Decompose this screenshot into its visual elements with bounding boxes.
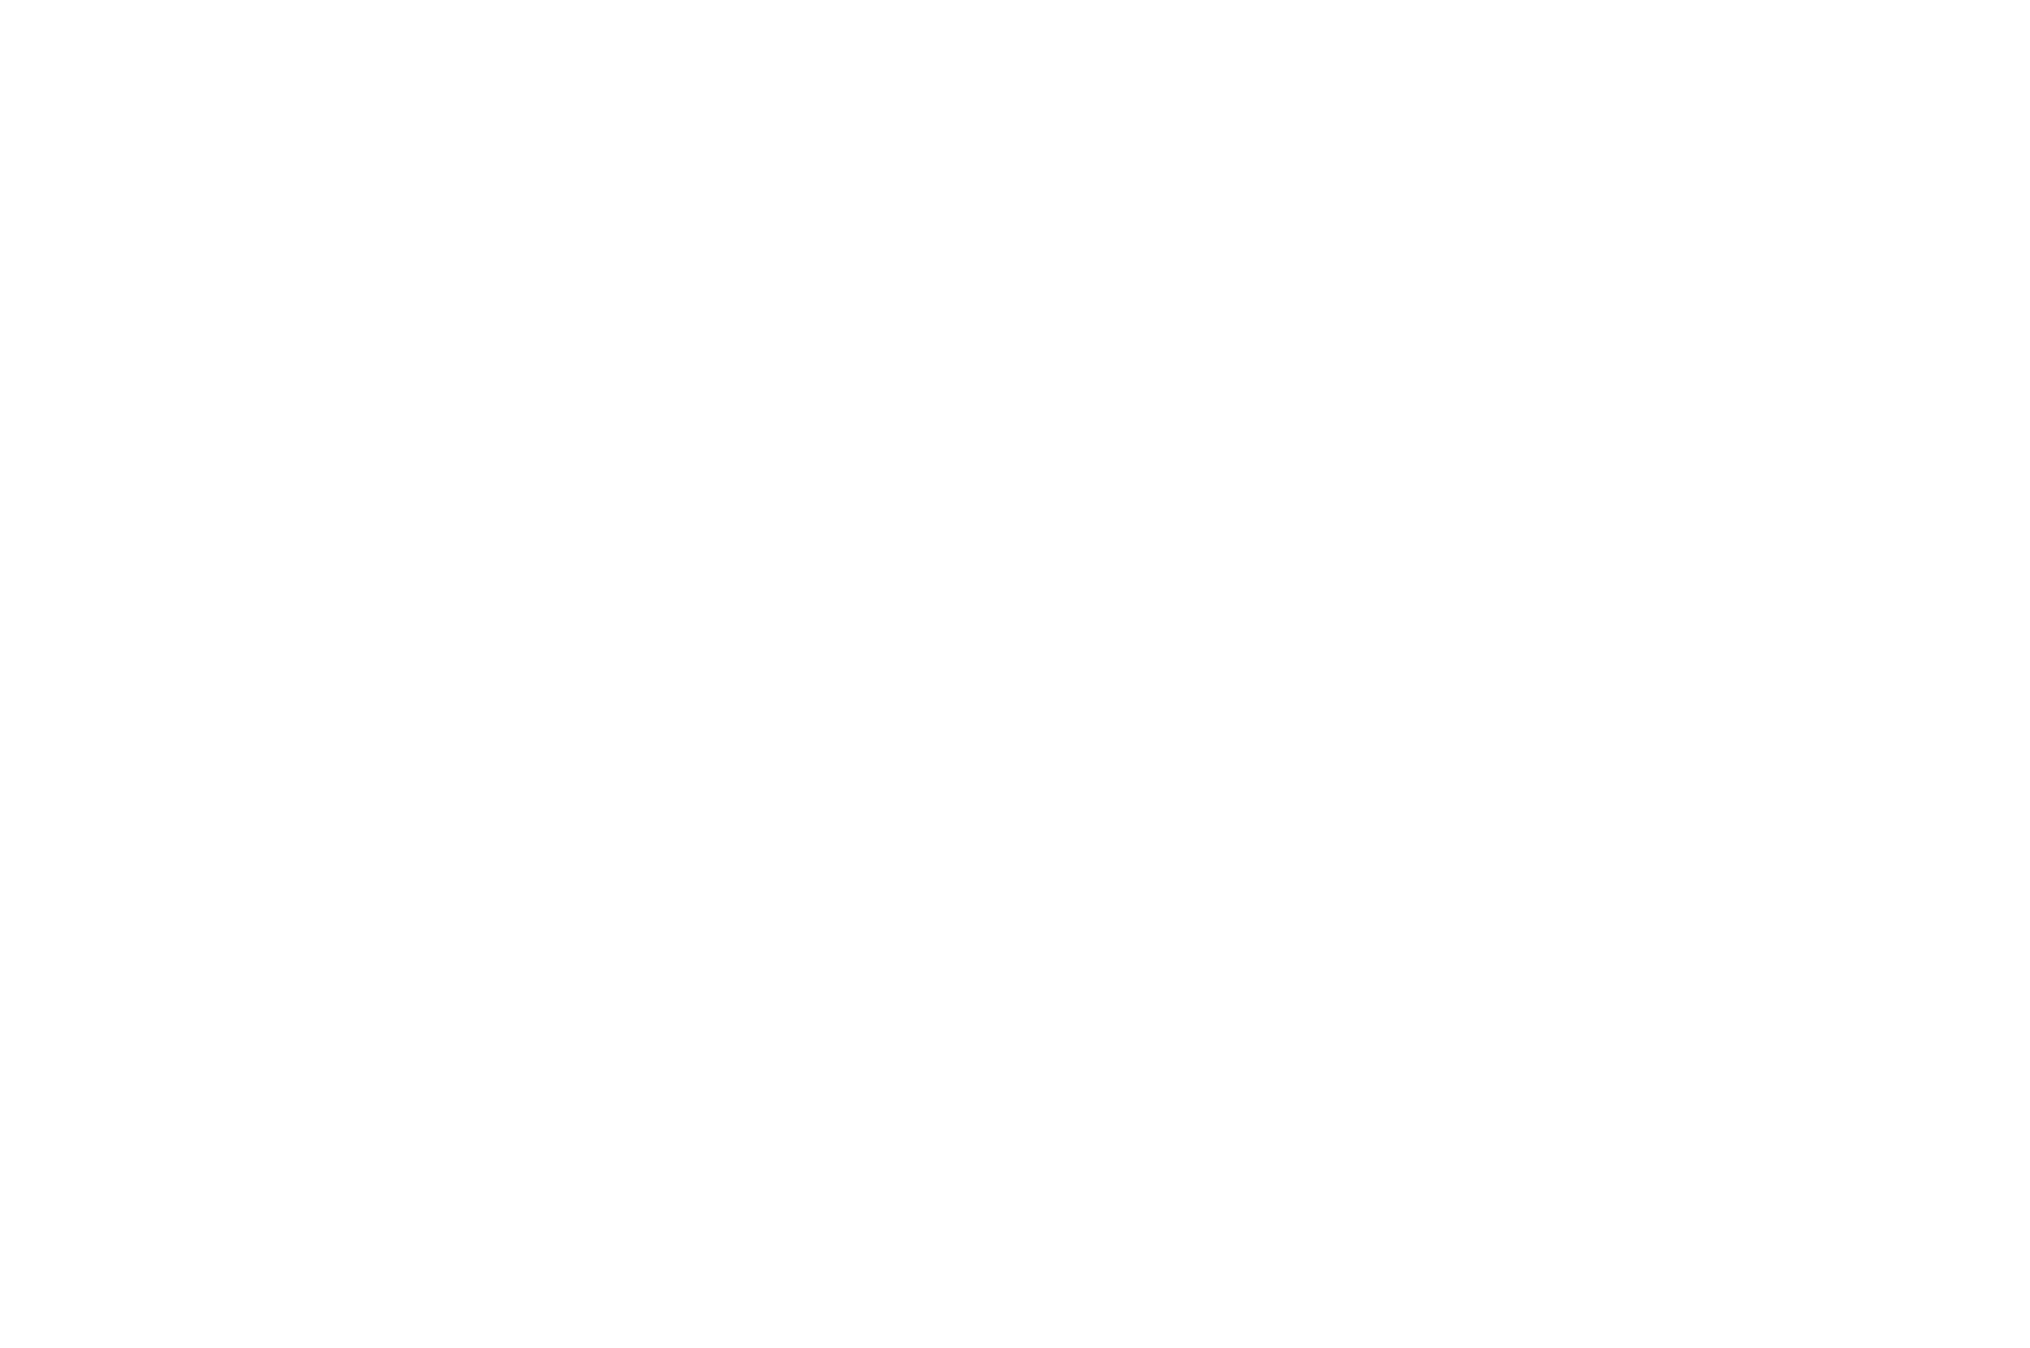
Text: A: A: [49, 32, 87, 80]
Text: 10 mm: 10 mm: [1679, 429, 1748, 448]
Text: 10 mm: 10 mm: [1350, 1169, 1419, 1188]
Text: 10 mm: 10 mm: [627, 510, 696, 528]
Text: C: C: [49, 709, 85, 756]
Text: B: B: [1066, 32, 1102, 80]
Text: D: D: [1066, 709, 1106, 756]
Text: 10 mm: 10 mm: [668, 1182, 735, 1201]
